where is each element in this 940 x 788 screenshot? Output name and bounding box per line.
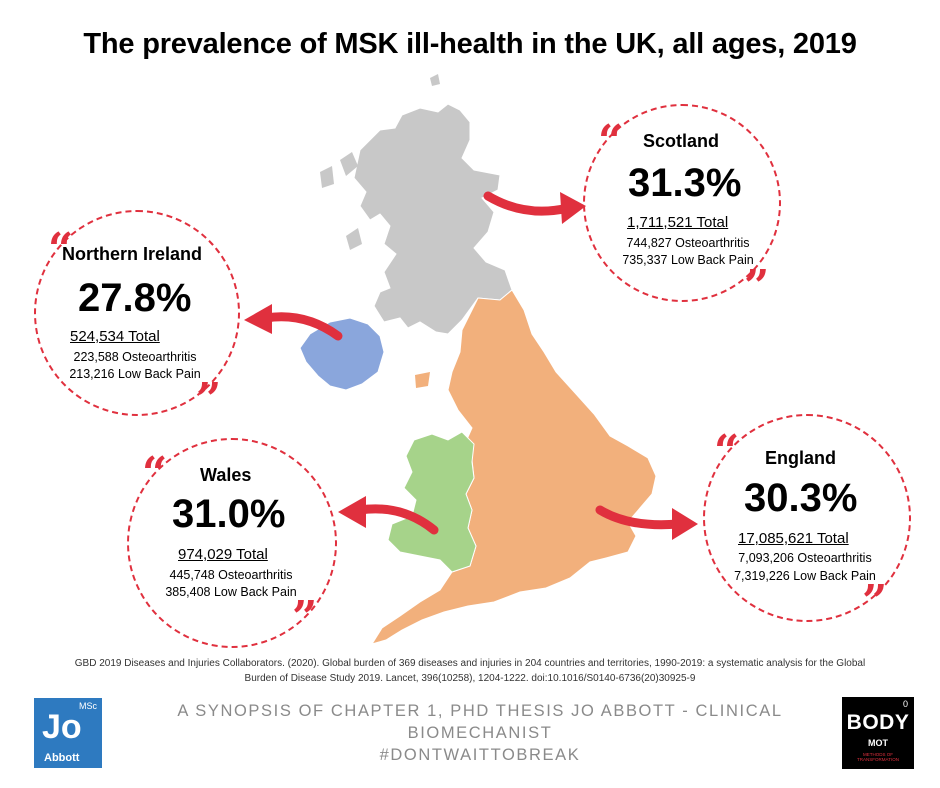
quote-open-icon: “ [142, 448, 168, 499]
body-mot-logo: 0 BODY MOT METHODS OF TRANSFORMATION [842, 697, 914, 769]
northern-ireland-total: 524,534 Total [70, 328, 160, 345]
logo-sub: METHODS OF TRANSFORMATION [857, 752, 899, 762]
scotland-osteoarthritis: 744,827 Osteoarthritis [626, 236, 750, 250]
england-percent: 30.3% [744, 476, 858, 520]
scotland-total: 1,711,521 Total [627, 214, 729, 231]
logo-jo: Jo [42, 708, 82, 746]
northern-ireland-percent: 27.8% [78, 276, 192, 320]
arrow-england [595, 505, 683, 530]
footer-line-1: A SYNOPSIS OF CHAPTER 1, PHD THESIS JO A… [177, 702, 783, 720]
wales-name: Wales [200, 465, 252, 485]
page-title: The prevalence of MSK ill-health in the … [83, 28, 857, 60]
logo-mot: MOT [868, 738, 888, 748]
england-back-pain: 7,319,226 Low Back Pain [734, 569, 876, 583]
arrow-northern-ireland [261, 312, 343, 341]
northern-ireland-shape [299, 317, 385, 391]
wales-total: 974,029 Total [178, 546, 268, 563]
wales-back-pain: 385,408 Low Back Pain [165, 585, 297, 599]
footer-text: A SYNOPSIS OF CHAPTER 1, PHD THESIS JO A… [170, 700, 790, 766]
quote-close-icon: ” [744, 261, 770, 312]
logo-abbott: Abbott [44, 752, 80, 764]
scotland-percent: 31.3% [628, 161, 742, 205]
footer-hashtag: #DONTWAITTOBREAK [379, 746, 581, 764]
quote-close-icon: ” [862, 576, 888, 627]
logo-body-text: BODY [846, 711, 910, 734]
northern-ireland-osteoarthritis: 223,588 Osteoarthritis [73, 350, 197, 364]
arrow-scotland [483, 191, 573, 216]
logo-zero: 0 [902, 699, 908, 709]
scotland-name: Scotland [643, 131, 720, 151]
northern-ireland-back-pain: 213,216 Low Back Pain [69, 367, 201, 381]
northern-ireland-bubble [34, 210, 240, 416]
wales-percent: 31.0% [172, 492, 286, 536]
england-osteoarthritis: 7,093,206 Osteoarthritis [738, 551, 872, 565]
wales-bubble [127, 438, 337, 648]
england-name: England [765, 448, 836, 468]
quote-open-icon: “ [48, 224, 74, 275]
quote-open-icon: “ [598, 116, 624, 167]
jo-abbott-logo: MSc Jo Abbott [34, 698, 102, 768]
logo-msc: MSc [79, 701, 97, 711]
quote-close-icon: ” [196, 374, 222, 425]
england-total: 17,085,621 Total [738, 530, 849, 547]
wales-shape [387, 431, 477, 573]
quote-open-icon: “ [714, 426, 740, 477]
northern-ireland-name: Northern Ireland [62, 244, 203, 264]
footer-line-2: BIOMECHANIST [407, 724, 553, 742]
england-bubble [703, 414, 911, 622]
scotland-bubble [583, 104, 781, 302]
reference-citation: GBD 2019 Diseases and Injuries Collabora… [74, 658, 866, 684]
wales-osteoarthritis: 445,748 Osteoarthritis [169, 568, 293, 582]
arrow-wales [355, 504, 439, 535]
scotland-back-pain: 735,337 Low Back Pain [622, 253, 754, 267]
quote-close-icon: ” [292, 592, 318, 643]
